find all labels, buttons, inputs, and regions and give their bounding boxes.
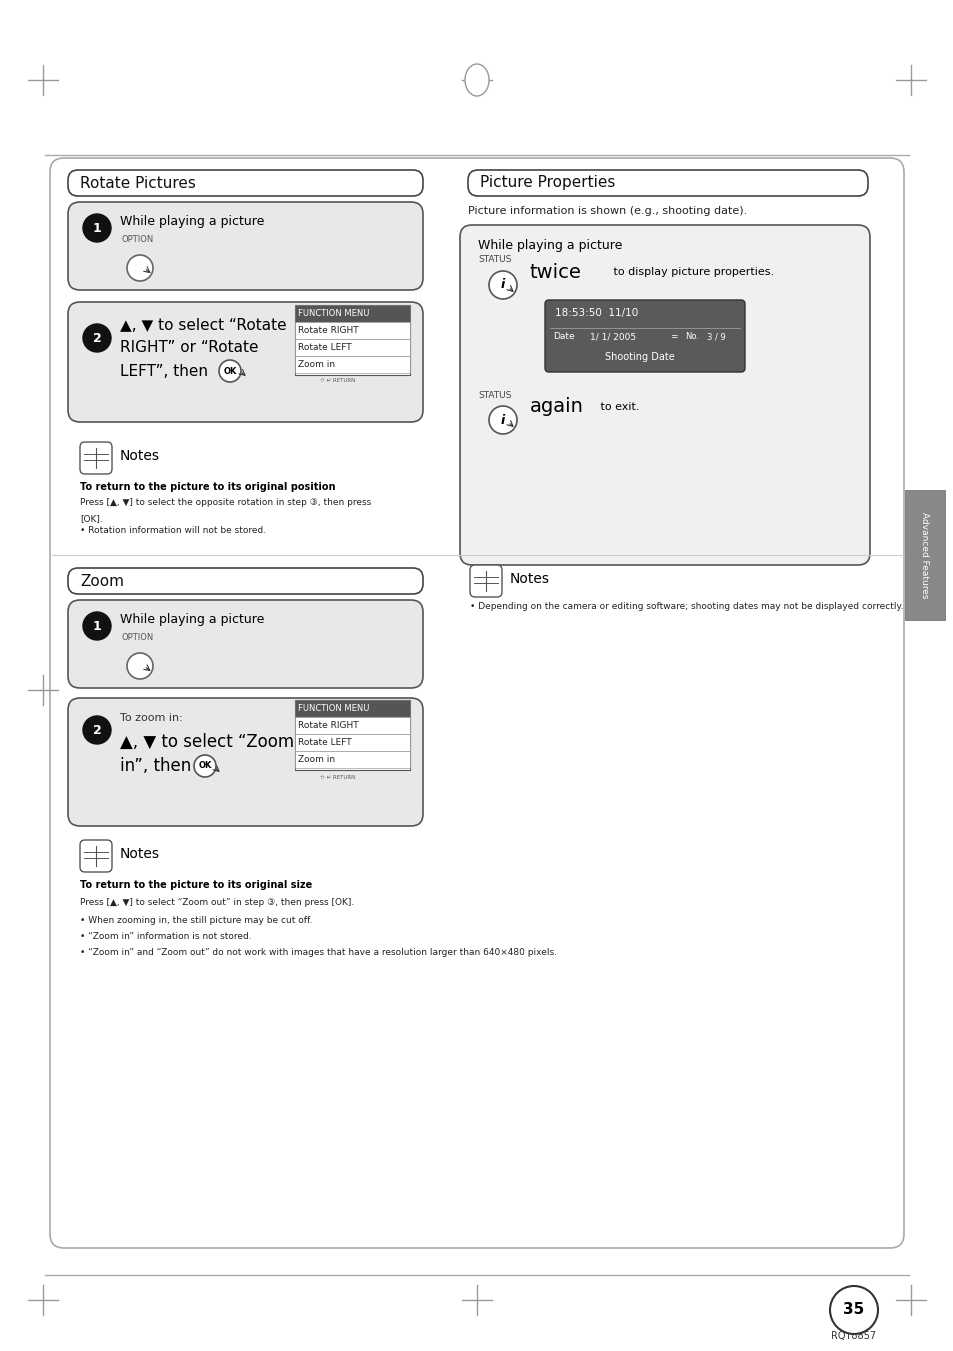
Text: STATUS: STATUS bbox=[477, 255, 511, 265]
Text: OK: OK bbox=[223, 366, 236, 376]
Circle shape bbox=[127, 255, 152, 281]
FancyBboxPatch shape bbox=[68, 303, 422, 422]
Circle shape bbox=[489, 407, 517, 434]
Text: in”, then: in”, then bbox=[120, 757, 191, 775]
Text: Press [▲, ▼] to select “Zoom out” in step ③, then press [OK].: Press [▲, ▼] to select “Zoom out” in ste… bbox=[80, 898, 354, 907]
Text: STATUS: STATUS bbox=[477, 390, 511, 400]
Text: Notes: Notes bbox=[510, 571, 550, 586]
Bar bbox=[294, 339, 410, 357]
Text: • When zooming in, the still picture may be cut off.: • When zooming in, the still picture may… bbox=[80, 916, 313, 925]
Text: Picture information is shown (e.g., shooting date).: Picture information is shown (e.g., shoo… bbox=[468, 205, 746, 216]
Text: Rotate LEFT: Rotate LEFT bbox=[297, 343, 352, 353]
Circle shape bbox=[83, 716, 111, 744]
Text: FUNCTION MENU: FUNCTION MENU bbox=[297, 309, 369, 317]
Bar bbox=[294, 751, 410, 767]
Text: Zoom: Zoom bbox=[80, 574, 124, 589]
Circle shape bbox=[829, 1286, 877, 1333]
Text: to display picture properties.: to display picture properties. bbox=[609, 267, 773, 277]
Text: To zoom in:: To zoom in: bbox=[120, 713, 183, 723]
FancyBboxPatch shape bbox=[68, 698, 422, 825]
Text: ▲, ▼ to select “Rotate: ▲, ▼ to select “Rotate bbox=[120, 317, 286, 332]
FancyBboxPatch shape bbox=[80, 840, 112, 871]
Circle shape bbox=[127, 653, 152, 680]
Text: To return to the picture to its original size: To return to the picture to its original… bbox=[80, 880, 312, 890]
Text: i: i bbox=[500, 413, 504, 427]
Text: • “Zoom in” information is not stored.: • “Zoom in” information is not stored. bbox=[80, 932, 252, 942]
Bar bbox=[294, 734, 410, 751]
Text: LEFT”, then: LEFT”, then bbox=[120, 363, 208, 378]
Text: RIGHT” or “Rotate: RIGHT” or “Rotate bbox=[120, 340, 258, 355]
Text: While playing a picture: While playing a picture bbox=[120, 613, 264, 627]
Text: Zoom in: Zoom in bbox=[297, 755, 335, 765]
Circle shape bbox=[193, 755, 215, 777]
Text: FUNCTION MENU: FUNCTION MENU bbox=[297, 704, 369, 713]
Text: Notes: Notes bbox=[120, 847, 160, 861]
Text: • Depending on the camera or editing software; shooting dates may not be display: • Depending on the camera or editing sof… bbox=[470, 603, 902, 611]
Circle shape bbox=[83, 324, 111, 353]
Text: Rotate RIGHT: Rotate RIGHT bbox=[297, 326, 358, 335]
Text: OPTION: OPTION bbox=[122, 235, 154, 245]
Text: ▲, ▼ to select “Zoom: ▲, ▼ to select “Zoom bbox=[120, 734, 294, 751]
Text: Rotate RIGHT: Rotate RIGHT bbox=[297, 721, 358, 730]
Bar bbox=[904, 490, 944, 620]
FancyBboxPatch shape bbox=[68, 170, 422, 196]
Text: While playing a picture: While playing a picture bbox=[477, 239, 621, 251]
FancyBboxPatch shape bbox=[459, 226, 869, 565]
Text: No.: No. bbox=[684, 332, 699, 340]
Ellipse shape bbox=[464, 63, 489, 96]
Bar bbox=[294, 322, 410, 339]
Bar bbox=[294, 700, 410, 770]
FancyBboxPatch shape bbox=[68, 600, 422, 688]
Bar bbox=[294, 717, 410, 734]
Circle shape bbox=[83, 213, 111, 242]
Text: 35: 35 bbox=[842, 1302, 863, 1317]
Text: 3 / 9: 3 / 9 bbox=[706, 332, 725, 340]
FancyBboxPatch shape bbox=[50, 158, 903, 1248]
Text: • “Zoom in” and “Zoom out” do not work with images that have a resolution larger: • “Zoom in” and “Zoom out” do not work w… bbox=[80, 948, 557, 957]
Circle shape bbox=[489, 272, 517, 299]
Text: =: = bbox=[669, 332, 677, 340]
Text: OPTION: OPTION bbox=[122, 634, 154, 643]
Text: Advanced Features: Advanced Features bbox=[920, 512, 928, 598]
FancyBboxPatch shape bbox=[470, 565, 501, 597]
FancyBboxPatch shape bbox=[80, 442, 112, 474]
FancyBboxPatch shape bbox=[68, 567, 422, 594]
Text: 1: 1 bbox=[92, 222, 101, 235]
Circle shape bbox=[83, 612, 111, 640]
Text: Notes: Notes bbox=[120, 449, 160, 463]
Bar bbox=[294, 357, 410, 373]
Text: OK: OK bbox=[198, 762, 212, 770]
Text: twice: twice bbox=[530, 262, 581, 281]
Circle shape bbox=[219, 359, 241, 382]
Text: • Rotation information will not be stored.: • Rotation information will not be store… bbox=[80, 526, 266, 535]
FancyBboxPatch shape bbox=[544, 300, 744, 372]
Text: 1/ 1/ 2005: 1/ 1/ 2005 bbox=[589, 332, 636, 340]
Text: RQT8857: RQT8857 bbox=[831, 1331, 876, 1342]
Text: Picture Properties: Picture Properties bbox=[479, 176, 615, 190]
Text: Press [▲, ▼] to select the opposite rotation in step ③, then press: Press [▲, ▼] to select the opposite rota… bbox=[80, 499, 371, 507]
Text: To return to the picture to its original position: To return to the picture to its original… bbox=[80, 482, 335, 492]
FancyBboxPatch shape bbox=[68, 203, 422, 290]
Bar bbox=[294, 700, 410, 717]
Bar bbox=[294, 305, 410, 322]
Text: Date: Date bbox=[553, 332, 574, 340]
Text: again: again bbox=[530, 397, 583, 416]
Text: i: i bbox=[500, 278, 504, 292]
Text: While playing a picture: While playing a picture bbox=[120, 216, 264, 228]
Text: 18:53:50  11/10: 18:53:50 11/10 bbox=[555, 308, 638, 317]
Text: Zoom in: Zoom in bbox=[297, 359, 335, 369]
Text: Shooting Date: Shooting Date bbox=[604, 353, 674, 362]
Text: 2: 2 bbox=[92, 331, 101, 345]
Text: 2: 2 bbox=[92, 724, 101, 736]
Text: Rotate Pictures: Rotate Pictures bbox=[80, 176, 195, 190]
Text: 1: 1 bbox=[92, 620, 101, 632]
Bar bbox=[294, 305, 410, 376]
Text: ☆ ↵ RETURN: ☆ ↵ RETURN bbox=[319, 774, 355, 780]
Text: Rotate LEFT: Rotate LEFT bbox=[297, 738, 352, 747]
FancyBboxPatch shape bbox=[468, 170, 867, 196]
Text: to exit.: to exit. bbox=[597, 403, 639, 412]
Text: [OK].: [OK]. bbox=[80, 513, 103, 523]
Text: ☆ ↵ RETURN: ☆ ↵ RETURN bbox=[319, 377, 355, 382]
